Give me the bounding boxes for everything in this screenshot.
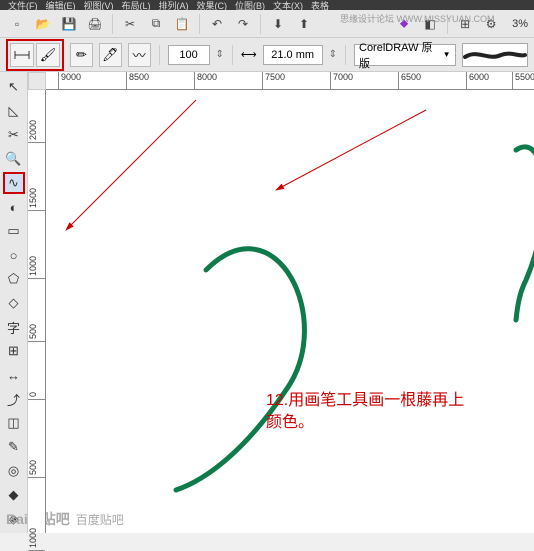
crop-tool-icon[interactable]: ✂ — [3, 124, 25, 146]
outline-tool-icon[interactable]: ◎ — [3, 460, 25, 482]
menu-item[interactable]: 表格 — [311, 0, 329, 10]
blend-tool-icon[interactable]: ◫ — [3, 412, 25, 434]
smart-fill-icon[interactable]: ◐ — [3, 196, 25, 218]
freehand-tool-icon[interactable]: ∿ — [3, 172, 25, 194]
spinner-icon[interactable]: ⇕ — [329, 49, 337, 60]
save-icon[interactable]: 💾 — [58, 13, 80, 35]
menu-bar: 文件(F) 编辑(E) 视图(V) 布局(L) 排列(A) 效果(C) 位图(B… — [0, 0, 534, 10]
annotation-arrow-2 — [276, 110, 426, 190]
horizontal-ruler: 90008500800075007000650060005500500 — [46, 72, 534, 90]
ruler-corner — [28, 72, 46, 90]
brush-tool-icon[interactable]: 🖌 — [36, 43, 60, 67]
chevron-down-icon: ▼ — [443, 50, 451, 59]
connector-tool-icon[interactable]: ⤴ — [3, 388, 25, 410]
annotation-arrow-1 — [66, 100, 196, 230]
pick-tool-icon[interactable]: ↖ — [3, 76, 25, 98]
ellipse-tool-icon[interactable]: ○ — [3, 244, 25, 266]
copy-icon[interactable]: ⧉ — [145, 13, 167, 35]
watermark-bottom: Bai度贴吧 百度贴吧 — [6, 509, 124, 529]
rectangle-tool-icon[interactable]: ▭ — [3, 220, 25, 242]
vertical-ruler: 20001500100050005001000 — [28, 90, 46, 533]
canvas-area[interactable]: 12.用画笔工具画一根藤再上 颜色。 — [46, 90, 534, 533]
eyedropper-tool-icon[interactable]: ✎ — [3, 436, 25, 458]
calligraphic-icon[interactable]: 🖊 — [99, 43, 122, 67]
width-icon: ⟷ — [241, 48, 257, 61]
dimension-tool-icon[interactable]: ↔ — [3, 364, 25, 386]
stroke-width-input[interactable] — [263, 45, 323, 65]
text-tool-icon[interactable]: 字 — [3, 316, 25, 338]
import-icon[interactable]: ⬇ — [267, 13, 289, 35]
property-bar: 🖌 ✏ 🖊 〰 ⇕ ⟷ ⇕ CorelDRAW 原版 ▼ — [0, 38, 534, 72]
artistic-media-highlight: 🖌 — [6, 39, 64, 71]
corner-curve — [516, 147, 534, 320]
menu-item[interactable]: 文件(F) — [8, 0, 38, 10]
cut-icon[interactable]: ✂ — [119, 13, 141, 35]
menu-item[interactable]: 效果(C) — [197, 0, 228, 10]
basic-shapes-icon[interactable]: ◇ — [3, 292, 25, 314]
zoom-tool-icon[interactable]: 🔍 — [3, 148, 25, 170]
toolbox: ↖ ◺ ✂ 🔍 ∿ ◐ ▭ ○ ⬠ ◇ 字 ⊞ ↔ ⤴ ◫ ✎ ◎ ◆ ◈ — [0, 72, 28, 533]
menu-item[interactable]: 位图(B) — [235, 0, 265, 10]
menu-item[interactable]: 布局(L) — [122, 0, 151, 10]
drawing-svg — [46, 90, 534, 533]
sprayer-icon[interactable]: ✏ — [70, 43, 93, 67]
preset-dropdown[interactable]: CorelDRAW 原版 ▼ — [354, 44, 456, 66]
export-icon[interactable]: ⬆ — [293, 13, 315, 35]
polygon-tool-icon[interactable]: ⬠ — [3, 268, 25, 290]
watermark-top: 思缘设计论坛 WWW.MISSYUAN.COM — [340, 12, 495, 25]
new-icon[interactable]: ▫ — [6, 13, 28, 35]
preset-label: CorelDRAW 原版 — [359, 39, 439, 71]
smoothing-input[interactable] — [168, 45, 210, 65]
zoom-value[interactable]: 3% — [512, 18, 528, 30]
annotation-text: 12.用画笔工具画一根藤再上 颜色。 — [266, 390, 464, 435]
paste-icon[interactable]: 📋 — [171, 13, 193, 35]
table-tool-icon[interactable]: ⊞ — [3, 340, 25, 362]
menu-item[interactable]: 排列(A) — [159, 0, 189, 10]
stroke-preview[interactable] — [462, 43, 529, 67]
vine-curve — [176, 249, 304, 490]
annotation-line1: 12.用画笔工具画一根藤再上 — [266, 390, 464, 412]
baidu-sub: 百度贴吧 — [76, 511, 124, 528]
pressure-icon[interactable]: 〰 — [128, 43, 151, 67]
menu-item[interactable]: 文本(X) — [273, 0, 303, 10]
print-icon[interactable]: 🖨 — [84, 13, 106, 35]
menu-item[interactable]: 视图(V) — [84, 0, 114, 10]
annotation-line2: 颜色。 — [266, 412, 464, 434]
fill-tool-icon[interactable]: ◆ — [3, 484, 25, 506]
menu-item[interactable]: 编辑(E) — [46, 0, 76, 10]
redo-icon[interactable]: ↷ — [232, 13, 254, 35]
undo-icon[interactable]: ↶ — [206, 13, 228, 35]
shape-tool-icon[interactable]: ◺ — [3, 100, 25, 122]
open-icon[interactable]: 📂 — [32, 13, 54, 35]
spinner-icon[interactable]: ⇕ — [216, 49, 224, 60]
preset-stroke-icon[interactable] — [10, 43, 34, 67]
